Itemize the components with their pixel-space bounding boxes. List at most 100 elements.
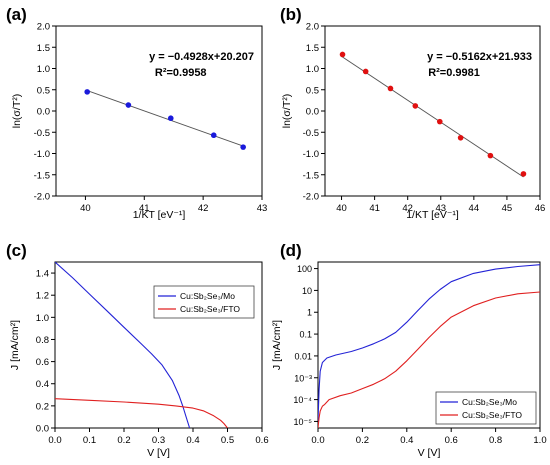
y-tick-label: 10 [302,286,312,296]
y-tick-label: 0.4 [36,379,49,390]
panel-label: (b) [280,5,302,24]
y-tick-label: 0.0 [306,107,319,118]
series-line-1 [55,262,191,428]
legend-entry: Cu:Sb₂Se₃/FTO [180,304,240,314]
x-tick-label: 41 [139,203,150,214]
y-tick-label: 1.0 [306,64,319,75]
y-tick-label: -2.0 [303,192,319,203]
fit-line [341,56,524,178]
y-tick-label: 10⁻⁴ [293,395,312,405]
data-point [436,118,443,125]
y-tick-label: 1 [307,308,312,318]
x-tick-label: 0.4 [400,435,413,446]
legend-entry: Cu:Sb₂Se₃/FTO [462,410,522,420]
fit-equation: y = −0.4928x+20.207 [149,51,254,63]
data-point [412,103,419,109]
x-tick-label: 0.2 [117,435,130,446]
fit-equation: y = −0.5162x+21.933 [427,51,532,63]
y-tick-label: 2.0 [306,22,319,33]
data-point [84,89,90,95]
panel-b: (b) 40 41 42 43 44 45 46 -2.0 -1.5 -1.0 -0.5 0.0 0.5 1… [280,5,545,221]
panel-a: (a) 40 41 42 43 -2.0 -1.5 -1.0 -0.5 0.0 0.5 1.0 1.5 2… [6,5,267,221]
x-tick-label: 1.0 [533,435,546,446]
data-point [210,132,217,139]
y-tick-label: -0.5 [303,128,319,139]
panel-d: (d) 0.0 0.2 0.4 0.6 0.8 1.0 10⁻⁵ 10⁻⁴ 10⁻³ 0.01 0.1… [271,241,547,459]
x-tick-label: 0.1 [83,435,96,446]
series-line-1 [318,264,540,422]
y-axis-title: ln(σ/T²) [281,94,293,128]
data-point [520,171,527,177]
y-axis-title: ln(σ/T²) [11,94,23,128]
data-point [487,152,494,159]
x-tick-label: 42 [402,203,413,214]
y-tick-label: 0.5 [306,85,319,96]
y-axis-title: J [mA/cm²] [9,320,21,370]
y-tick-label: 10⁻⁵ [294,417,313,427]
x-tick-label: 0.6 [445,435,458,446]
x-tick-label: 0.0 [48,435,61,446]
legend-box [153,285,255,319]
x-tick-label: 0.3 [152,435,165,446]
y-tick-label: -1.5 [303,170,319,181]
y-tick-label: 1.0 [37,64,50,75]
data-point [339,51,346,58]
x-axis-title: 1/KT [eV⁻¹] [133,209,186,221]
x-axis-title: V [V] [418,447,441,459]
x-tick-label: 42 [198,203,209,214]
y-tick-label: 1.5 [306,43,319,54]
y-tick-label: 100 [297,264,312,274]
data-point [387,85,394,92]
r-squared: R²=0.9981 [428,67,480,79]
y-tick-label: 1.0 [36,313,49,324]
x-tick-label: 0.5 [221,435,234,446]
legend-box [435,391,537,425]
y-tick-label: 2.0 [37,22,50,33]
r-squared: R²=0.9958 [155,67,207,79]
y-tick-label: 0.0 [36,424,49,435]
x-tick-label: 40 [336,203,347,214]
fit-line [85,89,244,147]
panel-label: (c) [6,241,27,260]
x-tick-label: 0.0 [311,435,324,446]
y-tick-label: -0.5 [34,128,50,139]
x-tick-label: 0.4 [186,435,199,446]
series-line-2 [55,398,228,428]
x-tick-label: 45 [502,203,513,214]
legend: Cu:Sb₂Se₃/Mo Cu:Sb₂Se₃/FTO [153,285,255,319]
y-axis-title: J [mA/cm²] [271,320,283,370]
y-tick-label: 0.01 [294,351,312,361]
y-tick-label: -1.5 [34,170,50,181]
y-tick-label: -1.0 [303,149,319,160]
data-point [167,115,174,122]
y-tick-label: 10⁻³ [294,373,312,383]
y-tick-label: 1.4 [36,269,49,280]
panel-label: (d) [280,241,302,260]
y-tick-label: 0.2 [36,401,49,412]
x-tick-label: 44 [469,203,480,214]
x-tick-label: 0.6 [255,435,268,446]
x-tick-label: 0.8 [489,435,502,446]
legend: Cu:Sb₂Se₃/Mo Cu:Sb₂Se₃/FTO [435,391,537,425]
legend-entry: Cu:Sb₂Se₃/Mo [180,291,235,301]
data-point [457,134,464,141]
x-tick-label: 46 [535,203,546,214]
data-point [362,68,369,75]
y-tick-label: -1.0 [34,149,50,160]
plot-frame [317,261,541,429]
y-tick-label: -2.0 [34,192,50,203]
x-tick-label: 43 [257,203,268,214]
x-tick-label: 41 [369,203,380,214]
y-tick-label: 0.5 [37,85,50,96]
panel-c: (c) 0.0 0.1 0.2 0.3 0.4 0.5 0.6 0.0 0.2 0.4 0.6 0.8 1… [6,241,269,459]
x-tick-label: 0.2 [356,435,369,446]
panel-label: (a) [6,5,27,24]
y-tick-label: 1.5 [37,43,50,54]
x-tick-label: 40 [80,203,91,214]
y-tick-label: 0.0 [37,107,50,118]
data-point [125,102,132,108]
series-line-2 [318,291,540,428]
x-axis-title: V [V] [147,447,170,459]
legend-entry: Cu:Sb₂Se₃/Mo [462,397,517,407]
